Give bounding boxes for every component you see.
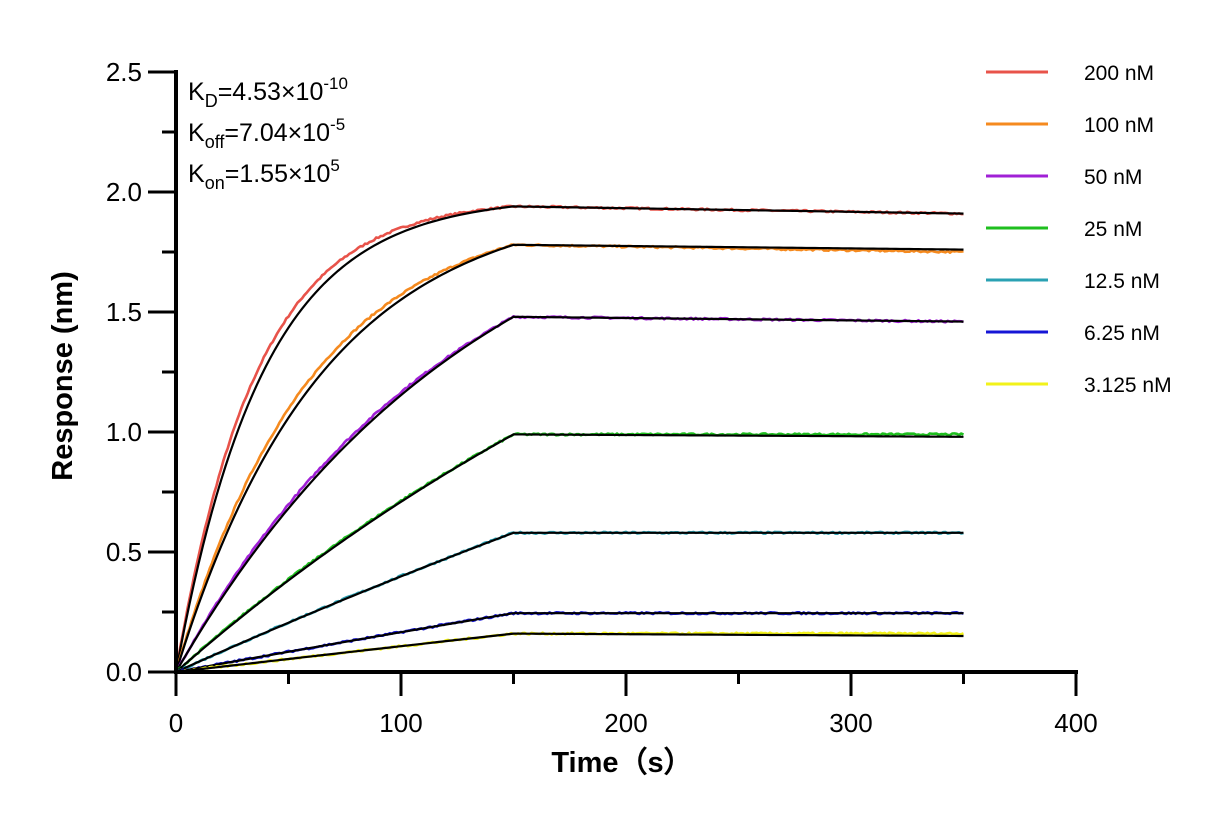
series-line-50-nM <box>174 314 964 673</box>
legend-label: 50 nM <box>1084 166 1142 189</box>
x-tick-label: 100 <box>379 708 422 738</box>
x-tick-label: 400 <box>1054 708 1097 738</box>
x-tick-label: 200 <box>604 708 647 738</box>
kon-annotation: Kon=1.55×105 <box>188 156 340 193</box>
legend-label: 200 nM <box>1084 62 1154 85</box>
x-axis-label: Time（s） <box>551 746 692 779</box>
legend: 200 nM 100 nM 50 nM 25 nM 12.5 nM 6.25 nM 3.12… <box>986 62 1172 397</box>
koff-annotation: Koff=7.04×10-5 <box>188 115 345 152</box>
y-tick-label: 1.5 <box>106 297 142 327</box>
kinetics-annotation: KD=4.53×10-10 Koff=7.04×10-5 Kon=1.55×10… <box>188 74 348 193</box>
fit-curve-50-nM <box>175 315 964 673</box>
series-layer <box>174 204 965 674</box>
fit-curve-25-nM <box>175 433 964 673</box>
y-tick-label: 0.5 <box>106 537 142 567</box>
legend-label: 100 nM <box>1084 114 1154 137</box>
fit-curve-100-nM <box>174 243 964 673</box>
legend-label: 6.25 nM <box>1084 322 1160 345</box>
legend-label: 3.125 nM <box>1084 374 1172 397</box>
fit-curve-12-5-nM <box>175 531 964 674</box>
fit-curve-3-125-nM <box>175 632 964 674</box>
kd-annotation: KD=4.53×10-10 <box>188 74 348 111</box>
fit-curve-6-25-nM <box>175 612 964 674</box>
series-line-200-nM <box>174 204 964 673</box>
x-tick-label: 0 <box>169 708 183 738</box>
y-axis-label: Response (nm) <box>47 271 79 480</box>
x-tick-label: 300 <box>829 708 872 738</box>
legend-label: 12.5 nM <box>1084 270 1160 293</box>
y-tick-label: 1.0 <box>106 417 142 447</box>
y-tick-label: 2.5 <box>106 57 142 87</box>
y-tick-label: 2.0 <box>106 177 142 207</box>
fit-curve-200-nM <box>174 205 964 673</box>
y-tick-label: 0.0 <box>106 657 142 687</box>
axes: 0.0 0.5 1.0 1.5 2.0 2.5 0 100 200 300 400 <box>106 57 1098 738</box>
legend-label: 25 nM <box>1084 218 1142 241</box>
